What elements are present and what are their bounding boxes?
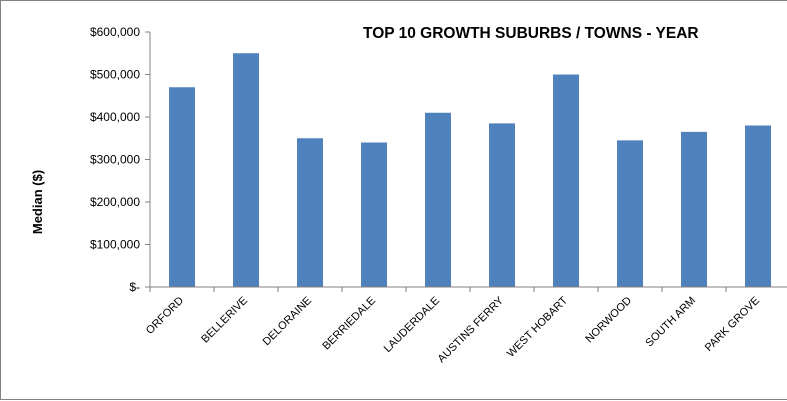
bar — [681, 131, 707, 287]
y-tick-label: $100,000 — [90, 238, 140, 252]
chart-title: TOP 10 GROWTH SUBURBS / TOWNS - YEAR — [363, 25, 699, 42]
bar — [617, 140, 643, 287]
bar — [361, 142, 387, 287]
y-axis: $- $100,000 $200,000 $300,000 $400,000 $500,0… — [90, 25, 151, 294]
bar — [233, 53, 259, 287]
y-tick-label: $200,000 — [90, 195, 140, 209]
bars-group — [169, 53, 771, 287]
y-tick-label: $300,000 — [90, 153, 140, 167]
bar — [553, 74, 579, 287]
bar — [745, 125, 771, 287]
y-tick-label: $500,000 — [90, 68, 140, 82]
y-tick-label: $600,000 — [90, 25, 140, 39]
bar — [425, 112, 451, 287]
y-axis-title: Median ($) — [30, 170, 45, 234]
bar — [489, 123, 515, 287]
bar — [169, 87, 195, 287]
y-tick-label: $- — [129, 280, 140, 294]
y-tick-label: $400,000 — [90, 110, 140, 124]
bar — [297, 138, 323, 287]
